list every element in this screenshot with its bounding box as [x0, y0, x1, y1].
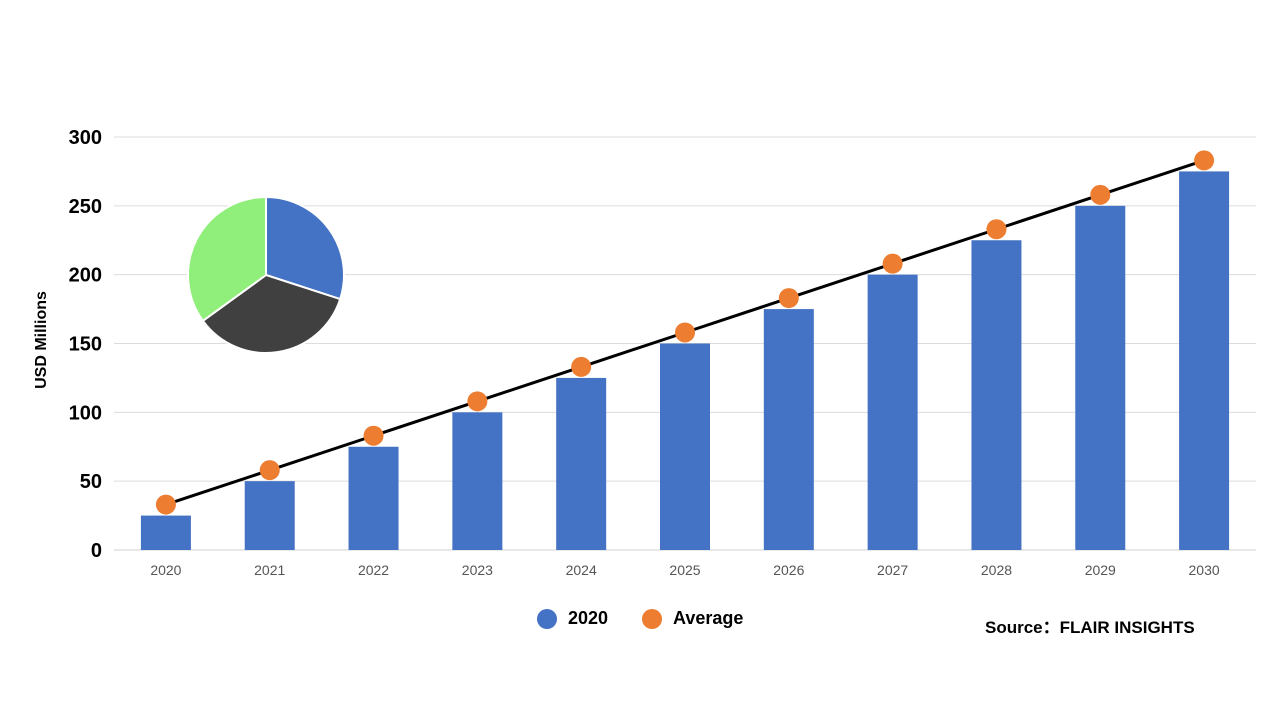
y-axis-label: USD Millions: [33, 291, 50, 389]
bar: [867, 274, 918, 550]
average-marker: [675, 322, 695, 343]
average-marker: [259, 460, 280, 481]
legend-item-average: Average: [642, 608, 743, 629]
average-marker: [778, 288, 799, 309]
legend-swatch-average: [642, 608, 663, 629]
x-tick-label: 2028: [981, 562, 1012, 578]
x-tick-label: 2027: [877, 562, 908, 578]
x-tick-label: 2021: [254, 562, 285, 578]
legend-label-bars: 2020: [568, 608, 609, 628]
y-tick-label: 100: [69, 402, 102, 424]
y-tick-label: 150: [69, 334, 102, 356]
source-note: Source：FLAIR INSIGHTS: [985, 618, 1195, 637]
pie-slice: [187, 195, 267, 323]
x-tick-label: 2029: [1085, 562, 1116, 578]
average-marker: [467, 391, 488, 412]
bar: [1179, 171, 1230, 550]
bar: [660, 343, 710, 550]
y-tick-label: 250: [69, 196, 102, 218]
average-marker: [882, 253, 903, 274]
bar: [452, 412, 503, 550]
y-axis-ticks: 0 50 100 150 200 250 300: [69, 127, 102, 562]
y-tick-label: 300: [69, 127, 102, 149]
x-tick-label: 2030: [1189, 562, 1220, 578]
bar: [244, 481, 295, 550]
bar: [140, 515, 191, 550]
legend-label-average: Average: [673, 608, 744, 628]
pie-inset: [187, 195, 345, 354]
average-series: [155, 150, 1215, 515]
y-tick-label: 50: [80, 471, 102, 493]
x-tick-label: 2020: [150, 562, 181, 578]
bar: [763, 309, 814, 550]
pie-slice: [265, 195, 345, 301]
bar: [556, 377, 607, 550]
x-tick-label: 2022: [358, 562, 389, 578]
legend: 2020 Average: [537, 608, 777, 629]
y-tick-label: 0: [91, 540, 102, 562]
bar-series: [140, 171, 1230, 551]
bar: [1075, 205, 1126, 551]
average-marker: [986, 219, 1007, 240]
legend-item-bars: 2020: [537, 608, 608, 629]
x-axis-ticks: 2020 2021 2022 2023 2024 2025 2026 2027 2028 2029…: [150, 562, 1220, 578]
pie-slice: [201, 273, 342, 354]
average-marker: [571, 356, 592, 377]
average-marker: [363, 425, 384, 446]
x-tick-label: 2023: [462, 562, 493, 578]
average-marker: [1194, 150, 1215, 171]
bar: [971, 240, 1022, 550]
x-tick-label: 2026: [773, 562, 804, 578]
y-tick-label: 200: [69, 265, 102, 287]
average-marker: [155, 494, 176, 515]
legend-swatch-bars: [537, 608, 557, 629]
x-tick-label: 2025: [669, 562, 700, 578]
x-tick-label: 2024: [566, 562, 597, 578]
average-marker: [1090, 184, 1111, 205]
bar: [348, 446, 399, 550]
